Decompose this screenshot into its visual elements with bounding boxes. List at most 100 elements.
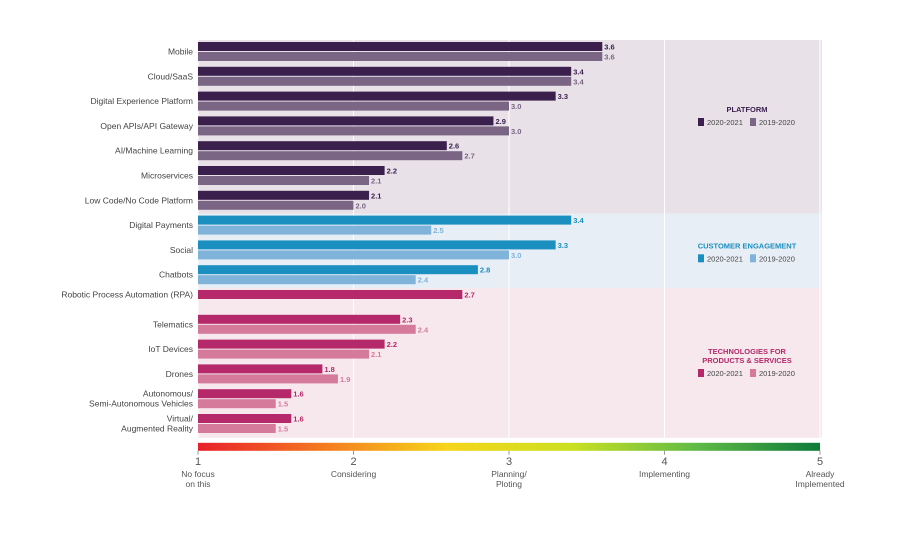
bar xyxy=(198,116,494,126)
category-label: Autonomous/ xyxy=(143,389,194,399)
category-label: Telematics xyxy=(153,319,193,329)
bar xyxy=(198,166,385,175)
value-label: 1.9 xyxy=(340,375,350,384)
value-label: 2.6 xyxy=(449,142,459,151)
value-label: 1.8 xyxy=(324,365,334,374)
value-label: 2.1 xyxy=(371,350,381,359)
legend-box xyxy=(688,236,806,274)
bar xyxy=(198,91,556,101)
value-label: 1.5 xyxy=(278,400,288,409)
value-label: 3.4 xyxy=(573,77,584,86)
category-label: Microservices xyxy=(141,171,193,181)
legend-label: 2019-2020 xyxy=(759,254,795,263)
bar xyxy=(198,176,370,185)
bar xyxy=(198,290,463,299)
bar xyxy=(198,52,603,61)
tick-label: 5 xyxy=(817,456,823,468)
legend-0: PLATFORM 2020-2021 2019-2020 xyxy=(688,100,806,137)
value-label: 2.1 xyxy=(371,177,381,186)
legend-box xyxy=(688,342,806,388)
category-label: Social xyxy=(170,245,193,255)
value-label: 2.7 xyxy=(464,291,474,300)
legend-label: 2019-2020 xyxy=(759,118,795,127)
legend-title: PLATFORM xyxy=(726,105,767,114)
tick-description: No focus xyxy=(181,469,215,479)
bar xyxy=(198,339,385,349)
category-label: Virtual/ xyxy=(167,414,194,424)
bar xyxy=(198,200,354,210)
bar xyxy=(198,225,432,235)
tick-description: on this xyxy=(185,479,210,489)
legend-label: 2020-2021 xyxy=(707,254,743,263)
bar xyxy=(198,424,276,433)
bar xyxy=(198,215,572,225)
bar xyxy=(198,141,447,151)
legend-swatch xyxy=(750,369,756,377)
value-label: 3.6 xyxy=(604,43,614,52)
value-label: 3.4 xyxy=(573,216,584,225)
category-label: IoT Devices xyxy=(148,344,193,354)
category-label: AI/Machine Learning xyxy=(115,146,193,156)
bar xyxy=(198,399,276,409)
tick-label: 2 xyxy=(350,456,356,468)
bar xyxy=(198,42,603,51)
legend-swatch xyxy=(698,254,704,263)
tick-label: 3 xyxy=(506,456,512,468)
category-label: Robotic Process Automation (RPA) xyxy=(61,290,193,300)
value-label: 1.6 xyxy=(293,390,303,399)
value-label: 1.5 xyxy=(278,425,288,434)
value-label: 2.2 xyxy=(387,167,397,176)
legend-title: PRODUCTS & SERVICES xyxy=(702,356,791,365)
legend-swatch xyxy=(750,254,756,263)
legend-label: 2020-2021 xyxy=(707,369,743,378)
bar xyxy=(198,151,463,161)
value-label: 3.4 xyxy=(573,67,584,76)
scale-bar xyxy=(198,442,820,451)
category-label: Drones xyxy=(166,369,193,379)
tick-label: 4 xyxy=(661,456,667,468)
value-label: 3.0 xyxy=(511,102,521,111)
bar xyxy=(198,324,416,334)
legend-title: CUSTOMER ENGAGEMENT xyxy=(698,241,797,250)
category-label: Mobile xyxy=(168,47,193,57)
bar xyxy=(198,250,509,260)
value-label: 3.6 xyxy=(604,53,614,62)
bars xyxy=(198,42,603,433)
tick-description: Ploting xyxy=(496,479,522,489)
legend-1: CUSTOMER ENGAGEMENT 2020-2021 2019-2020 xyxy=(688,236,806,274)
category-label: Low Code/No Code Platform xyxy=(85,195,193,205)
value-label: 1.6 xyxy=(293,415,303,424)
bar xyxy=(198,349,370,359)
bar xyxy=(198,190,370,200)
value-label: 2.3 xyxy=(402,315,412,324)
bar xyxy=(198,101,509,111)
legend-box xyxy=(688,100,806,137)
legend-label: 2020-2021 xyxy=(707,118,743,127)
value-label: 2.7 xyxy=(464,152,474,161)
tick-description: Implemented xyxy=(795,479,844,489)
bar xyxy=(198,364,323,374)
value-label: 2.5 xyxy=(433,226,443,235)
value-label: 3.0 xyxy=(511,251,521,260)
value-label: 3.3 xyxy=(558,241,568,250)
bar xyxy=(198,314,401,324)
value-label: 2.2 xyxy=(387,340,397,349)
legend-swatch xyxy=(698,118,704,126)
value-label: 2.4 xyxy=(418,325,429,334)
tick-description: Considering xyxy=(331,469,377,479)
bar xyxy=(198,76,572,86)
value-label: 2.9 xyxy=(495,117,505,126)
category-label: Digital Experience Platform xyxy=(90,96,193,106)
category-label: Digital Payments xyxy=(129,220,193,230)
legend-label: 2019-2020 xyxy=(759,369,795,378)
bar xyxy=(198,374,338,384)
value-label: 2.4 xyxy=(418,276,429,285)
bar xyxy=(198,126,509,136)
value-label: 2.8 xyxy=(480,266,490,275)
bar xyxy=(198,414,292,423)
bar xyxy=(198,389,292,399)
category-label: Semi-Autonomous Vehicles xyxy=(89,399,193,409)
